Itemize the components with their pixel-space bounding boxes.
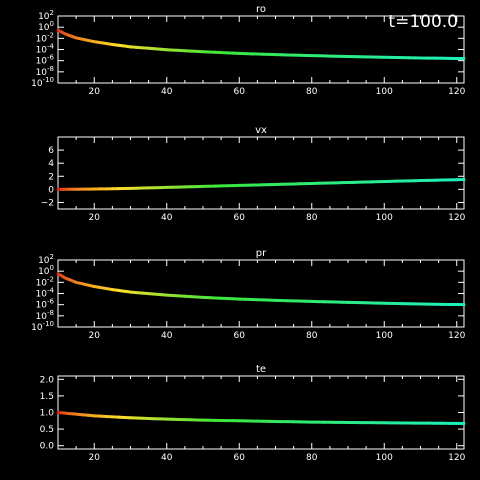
x-tick-label: 20: [89, 87, 101, 97]
y-tick-label: 2.0: [40, 375, 55, 385]
time-stamp-label: t=100.0: [388, 12, 458, 32]
y-tick-label: 100: [38, 264, 54, 277]
x-tick-label: 60: [234, 453, 246, 463]
x-tick-label: 60: [234, 87, 246, 97]
series-pr: [56, 272, 466, 307]
panel-title: ro: [256, 4, 266, 15]
y-tick-label: 10-10: [31, 76, 54, 89]
x-tick-label: 40: [161, 331, 173, 341]
panel-title: te: [256, 364, 266, 375]
y-tick-label: 102: [38, 9, 54, 22]
y-tick-label: 4: [48, 159, 54, 169]
panel-title: vx: [255, 125, 267, 136]
x-tick-label: 100: [376, 331, 393, 341]
y-tick-label: 6: [48, 146, 54, 156]
x-tick-label: 60: [234, 213, 246, 223]
series-ro: [56, 28, 466, 61]
x-tick-label: 120: [448, 453, 465, 463]
y-tick-label: 10-6: [36, 298, 55, 311]
y-tick-label: 10-8: [36, 309, 54, 322]
y-tick-label: 10-6: [36, 54, 55, 67]
y-tick-label: −2: [41, 198, 54, 208]
x-tick-label: 80: [306, 213, 318, 223]
x-tick-label: 20: [89, 331, 101, 341]
y-tick-label: 0.5: [40, 425, 54, 435]
x-tick-label: 80: [306, 331, 318, 341]
y-tick-label: 10-4: [36, 287, 55, 300]
x-tick-label: 20: [89, 213, 101, 223]
series-vx: [56, 178, 466, 191]
x-tick-label: 120: [448, 87, 465, 97]
y-tick-label: 0: [48, 185, 54, 195]
x-tick-label: 100: [376, 87, 393, 97]
x-tick-label: 40: [161, 87, 173, 97]
plot-frame: [57, 375, 465, 450]
panel-te: te 20 40 60 80 100 120 2.0 1.5 1.0 0.5 0.0: [40, 364, 466, 463]
x-tick-label: 40: [161, 453, 173, 463]
series-te: [56, 411, 466, 425]
x-tick-label: 100: [376, 213, 393, 223]
y-tick-label: 10-10: [31, 320, 54, 333]
x-tick-label: 80: [306, 87, 318, 97]
y-tick-label: 1.0: [40, 409, 55, 419]
x-tick-label: 60: [234, 331, 246, 341]
y-tick-label: 0.0: [40, 442, 55, 452]
x-tick-label: 80: [306, 453, 318, 463]
y-tick-label: 10-8: [36, 65, 54, 78]
x-tick-label: 20: [89, 453, 101, 463]
y-tick-label: 102: [38, 253, 54, 266]
y-tick-label: 1.5: [40, 392, 54, 402]
y-tick-label: 2: [48, 172, 54, 182]
y-tick-label: 100: [38, 20, 54, 33]
plot-frame: [57, 136, 465, 210]
x-tick-label: 120: [448, 213, 465, 223]
y-tick-label: 10-2: [36, 275, 54, 288]
y-tick-label: 10-4: [36, 43, 55, 56]
x-tick-label: 120: [448, 331, 465, 341]
y-tick-label: 10-2: [36, 31, 54, 44]
x-tick-label: 40: [161, 213, 173, 223]
plot-frame: [57, 259, 465, 328]
x-tick-label: 100: [376, 453, 393, 463]
panel-title: pr: [256, 248, 267, 259]
